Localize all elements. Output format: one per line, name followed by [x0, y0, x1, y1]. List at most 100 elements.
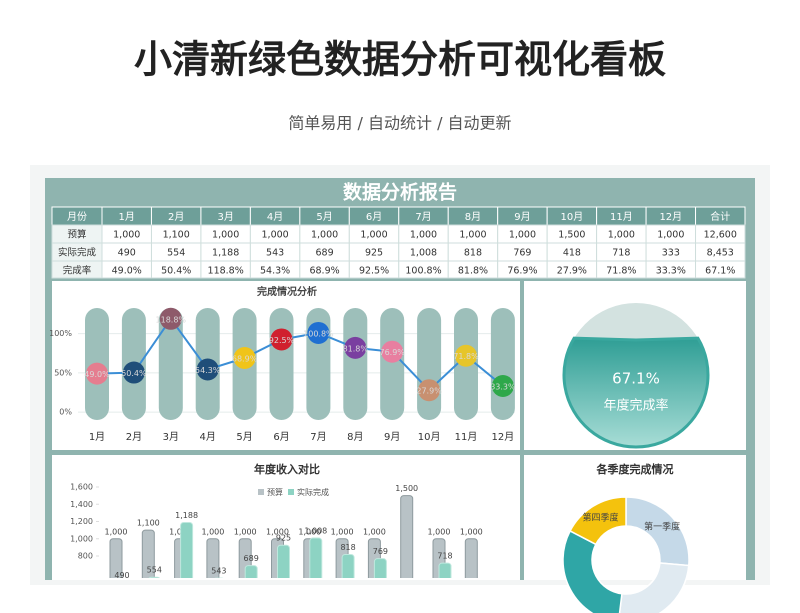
gauge-value-label: 67.1%: [612, 370, 660, 388]
pie-label: 第四季度: [583, 512, 619, 524]
x-tick-label: 11月: [455, 431, 478, 443]
bar: [109, 538, 123, 578]
bar: [206, 538, 220, 578]
marker: [233, 347, 256, 370]
table-cell-text: 54.3%: [260, 266, 290, 277]
table-cell-text: 718: [612, 248, 630, 259]
table-cell-text: 1,000: [262, 230, 289, 241]
table-cell-text: 1,000: [608, 230, 635, 241]
data-label: 68.9%: [232, 355, 258, 364]
data-label: 769: [373, 547, 388, 556]
data-label: 689: [244, 554, 259, 563]
data-label: 92.5%: [269, 336, 295, 345]
x-tick-label: 12月: [492, 431, 515, 443]
table-cell-text: 554: [167, 248, 185, 259]
marker: [381, 340, 404, 363]
data-label: 718: [437, 552, 452, 561]
data-label: 33.3%: [490, 382, 516, 391]
data-label: 1,008: [304, 527, 327, 536]
data-label: 1,000: [428, 527, 451, 536]
gauge-value: [562, 336, 710, 449]
x-tick-label: 3月: [163, 431, 179, 443]
table-cell-text: 1,000: [459, 230, 486, 241]
marker: [344, 336, 367, 359]
data-label: 418: [405, 577, 420, 586]
marker: [270, 328, 293, 351]
table-header-text: 3月: [217, 211, 233, 223]
marker: [491, 374, 514, 397]
x-tick-label: 10月: [418, 431, 441, 443]
data-label: 1,000: [105, 527, 128, 536]
x-tick-label: 2月: [126, 431, 142, 443]
table-cell: [695, 260, 746, 279]
data-label: 1,000: [298, 527, 321, 536]
table-cell-text: 68.9%: [309, 266, 339, 277]
gauge-label: 年度完成率: [603, 398, 668, 414]
y-tick-label: 1,200: [70, 517, 93, 526]
data-label: 1,000: [363, 527, 386, 536]
column-pill: [269, 308, 294, 420]
data-label: 81.8%: [343, 344, 369, 353]
x-tick-label: 5月: [236, 431, 252, 443]
table-cell-text: 1,000: [212, 230, 239, 241]
data-label: 925: [276, 534, 291, 543]
table-header-text: 10月: [561, 211, 584, 223]
data-label: 71.8%: [453, 352, 479, 361]
table-cell-text: 预算: [67, 229, 86, 241]
table-cell-text: 12,600: [704, 230, 737, 241]
table-cell-text: 1,100: [163, 230, 190, 241]
chart-title: 年度收入对比: [254, 462, 320, 476]
table-cell-text: 完成率: [63, 265, 92, 277]
table-cell-text: 1,000: [657, 230, 684, 241]
table-cell-text: 118.8%: [208, 266, 244, 277]
x-tick-label: 4月: [200, 431, 216, 443]
data-label: 1,188: [175, 511, 198, 520]
data-label: 543: [211, 567, 226, 576]
table-header-text: 11月: [610, 211, 633, 223]
column-pill: [490, 308, 515, 420]
data-label: 490: [114, 571, 129, 580]
table-cell-text: 92.5%: [359, 266, 389, 277]
bar: [180, 522, 194, 578]
marker: [86, 362, 108, 385]
data-label: 554: [147, 566, 162, 575]
y-tick-label: 800: [78, 552, 93, 561]
bar: [244, 565, 258, 578]
pie-slice: [562, 529, 623, 613]
data-label: 1,100: [137, 519, 160, 528]
table-header-text: 1月: [119, 211, 135, 223]
table-cell-text: 76.9%: [507, 266, 537, 277]
table-header-text: 9月: [514, 211, 530, 223]
pie-label: 第一季度: [644, 520, 680, 532]
data-label: 100.8%: [303, 329, 334, 338]
report-title: 数据分析报告: [343, 181, 457, 204]
data-label: 76.9%: [379, 348, 405, 357]
legend-label: 预算: [267, 487, 283, 497]
page-subtitle: 简单易用 / 自动统计 / 自动更新: [288, 114, 511, 133]
bar: [400, 495, 414, 578]
data-label: 50.4%: [121, 369, 147, 378]
table-cell-text: 689: [316, 248, 334, 259]
table-cell-text: 333: [662, 248, 680, 259]
page-title: 小清新绿色数据分析可视化看板: [134, 38, 666, 82]
column-pill: [417, 308, 442, 420]
legend-swatch: [288, 489, 294, 495]
table-header-text: 8月: [465, 211, 481, 223]
table-header-text: 12月: [659, 211, 682, 223]
chart-title: 各季度完成情况: [596, 462, 674, 476]
x-tick-label: 6月: [273, 431, 289, 443]
table-cell-text: 1,500: [558, 230, 585, 241]
table-cell-text: 49.0%: [112, 266, 142, 277]
marker: [418, 379, 441, 402]
marker: [122, 361, 145, 384]
table-header-text: 4月: [267, 211, 283, 223]
table-cell-text: 实际完成: [58, 247, 97, 259]
table-cell-text: 8,453: [707, 248, 734, 259]
column-pill: [380, 308, 405, 420]
data-label: 1,000: [201, 527, 224, 536]
data-label: 1,000: [460, 527, 483, 536]
table-cell-text: 1,000: [311, 230, 338, 241]
column-pill: [343, 308, 368, 420]
data-label: 1,000: [331, 527, 354, 536]
